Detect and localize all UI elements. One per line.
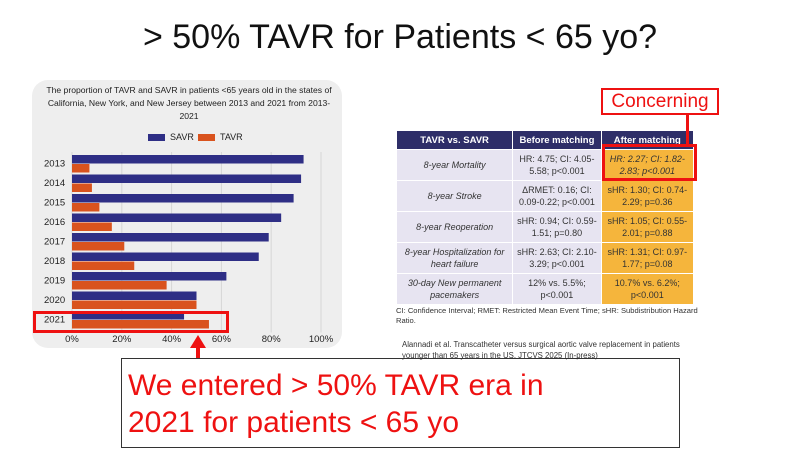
table-header-cell: TAVR vs. SAVR <box>395 130 514 150</box>
x-tick-label: 20% <box>112 334 132 345</box>
highlight-box-2021 <box>33 311 229 333</box>
bar-tavr-2016 <box>72 222 112 231</box>
table-cell: sHR: 2.63; CI: 2.10-3.29; p<0.001 <box>512 242 602 274</box>
table-cell: 8-year Mortality <box>395 149 514 181</box>
x-tick-label: 40% <box>162 334 182 345</box>
category-label: 2020 <box>44 295 65 306</box>
table-cell: sHR: 1.05; CI: 0.55-2.01; p=0.88 <box>600 211 695 243</box>
table-header-cell: Before matching <box>512 130 602 150</box>
category-label: 2015 <box>44 198 65 209</box>
category-label: 2021 <box>44 315 65 326</box>
table-row: 8-year Stroke ΔRMET: 0.16; CI: 0.09-0.22… <box>395 180 695 212</box>
citation: Alannadi et al. Transcatheter versus sur… <box>402 340 680 360</box>
callout-line-1: We entered > 50% TAVR era in <box>128 369 544 402</box>
legend-tavr-label: TAVR <box>220 132 243 142</box>
bar-savr-2016 <box>72 213 282 222</box>
x-tick-label: 100% <box>309 334 334 345</box>
table-cell: sHR: 1.31; CI: 0.97-1.77; p=0.08 <box>600 242 695 274</box>
table-cell: 12% vs. 5.5%; p<0.001 <box>512 273 602 305</box>
table-footnote: CI: Confidence Interval; RMET: Restricte… <box>396 306 698 325</box>
table-cell: ΔRMET: 0.16; CI: 0.09-0.22; p<0.001 <box>512 180 602 212</box>
bar-savr-2017 <box>72 233 269 242</box>
table-cell: sHR: 0.94; CI: 0.59-1.51; p=0.80 <box>512 211 602 243</box>
category-label: 2017 <box>44 237 65 248</box>
category-label: 2016 <box>44 217 65 228</box>
bar-tavr-2021 <box>72 320 209 329</box>
bar-savr-2013 <box>72 155 304 164</box>
table-cell: 8-year Stroke <box>395 180 514 212</box>
concerning-label: Concerning <box>601 88 719 115</box>
bar-tavr-2019 <box>72 281 167 290</box>
chart-title: The proportion of TAVR and SAVR in patie… <box>46 85 332 121</box>
table-row: 30-day New permanent pacemakers 12% vs. … <box>395 273 695 305</box>
table-cell: 8-year Hospitalization for heart failure <box>395 242 514 274</box>
table-cell: 30-day New permanent pacemakers <box>395 273 514 305</box>
x-tick-label: 80% <box>262 334 282 345</box>
table-cell: 10.7% vs. 6.2%; p<0.001 <box>600 273 695 305</box>
table-cell: 8-year Reoperation <box>395 211 514 243</box>
bar-tavr-2013 <box>72 164 90 173</box>
table-row: 8-year Mortality HR: 4.75; CI: 4.05-5.58… <box>395 149 695 181</box>
arrow-up-icon <box>190 335 206 348</box>
legend-tavr: TAVR <box>198 131 243 143</box>
arrow-shaft <box>196 347 200 359</box>
category-label: 2018 <box>44 256 65 267</box>
highlight-box-mortality <box>602 144 697 181</box>
bar-tavr-2017 <box>72 242 125 251</box>
bar-savr-2015 <box>72 194 294 203</box>
table-row: 8-year Reoperation sHR: 0.94; CI: 0.59-1… <box>395 211 695 243</box>
table-cell: HR: 4.75; CI: 4.05-5.58; p<0.001 <box>512 149 602 181</box>
category-label: 2019 <box>44 276 65 287</box>
table-cell: sHR: 1.30; CI: 0.74-2.29; p=0.36 <box>600 180 695 212</box>
bar-savr-2021 <box>72 311 185 320</box>
legend-savr-label: SAVR <box>170 132 194 142</box>
callout-line-2: 2021 for patients < 65 yo <box>128 406 460 439</box>
bar-tavr-2018 <box>72 261 135 270</box>
bar-tavr-2015 <box>72 203 100 212</box>
bar-savr-2020 <box>72 291 197 300</box>
bar-savr-2019 <box>72 272 227 281</box>
legend-savr-swatch <box>148 133 165 141</box>
legend-savr: SAVR <box>148 131 194 143</box>
bar-savr-2018 <box>72 252 259 261</box>
concerning-connector <box>686 114 689 144</box>
category-label: 2013 <box>44 159 65 170</box>
callout-box: We entered > 50% TAVR era in 2021 for pa… <box>121 358 680 448</box>
x-tick-label: 0% <box>65 334 79 345</box>
bar-savr-2014 <box>72 174 302 183</box>
slide-title: > 50% TAVR for Patients < 65 yo? <box>142 18 658 56</box>
category-label: 2014 <box>44 178 65 189</box>
bar-tavr-2014 <box>72 183 92 192</box>
table-row: 8-year Hospitalization for heart failure… <box>395 242 695 274</box>
legend-tavr-swatch <box>198 133 215 141</box>
x-tick-label: 60% <box>212 334 232 345</box>
bar-tavr-2020 <box>72 300 197 309</box>
table-cell: HR: 2.27; CI: 1.82-2.83; p<0.001 <box>600 149 695 181</box>
